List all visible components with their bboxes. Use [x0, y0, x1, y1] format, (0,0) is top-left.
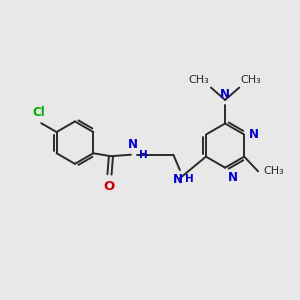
- Text: N: N: [228, 171, 238, 184]
- Text: CH₃: CH₃: [263, 166, 284, 176]
- Text: H: H: [139, 150, 148, 160]
- Text: Cl: Cl: [32, 106, 45, 119]
- Text: N: N: [172, 173, 182, 186]
- Text: N: N: [128, 138, 138, 151]
- Text: CH₃: CH₃: [241, 75, 261, 85]
- Text: H: H: [185, 174, 194, 184]
- Text: N: N: [220, 88, 230, 101]
- Text: N: N: [249, 128, 259, 141]
- Text: CH₃: CH₃: [189, 75, 209, 85]
- Text: O: O: [104, 180, 115, 193]
